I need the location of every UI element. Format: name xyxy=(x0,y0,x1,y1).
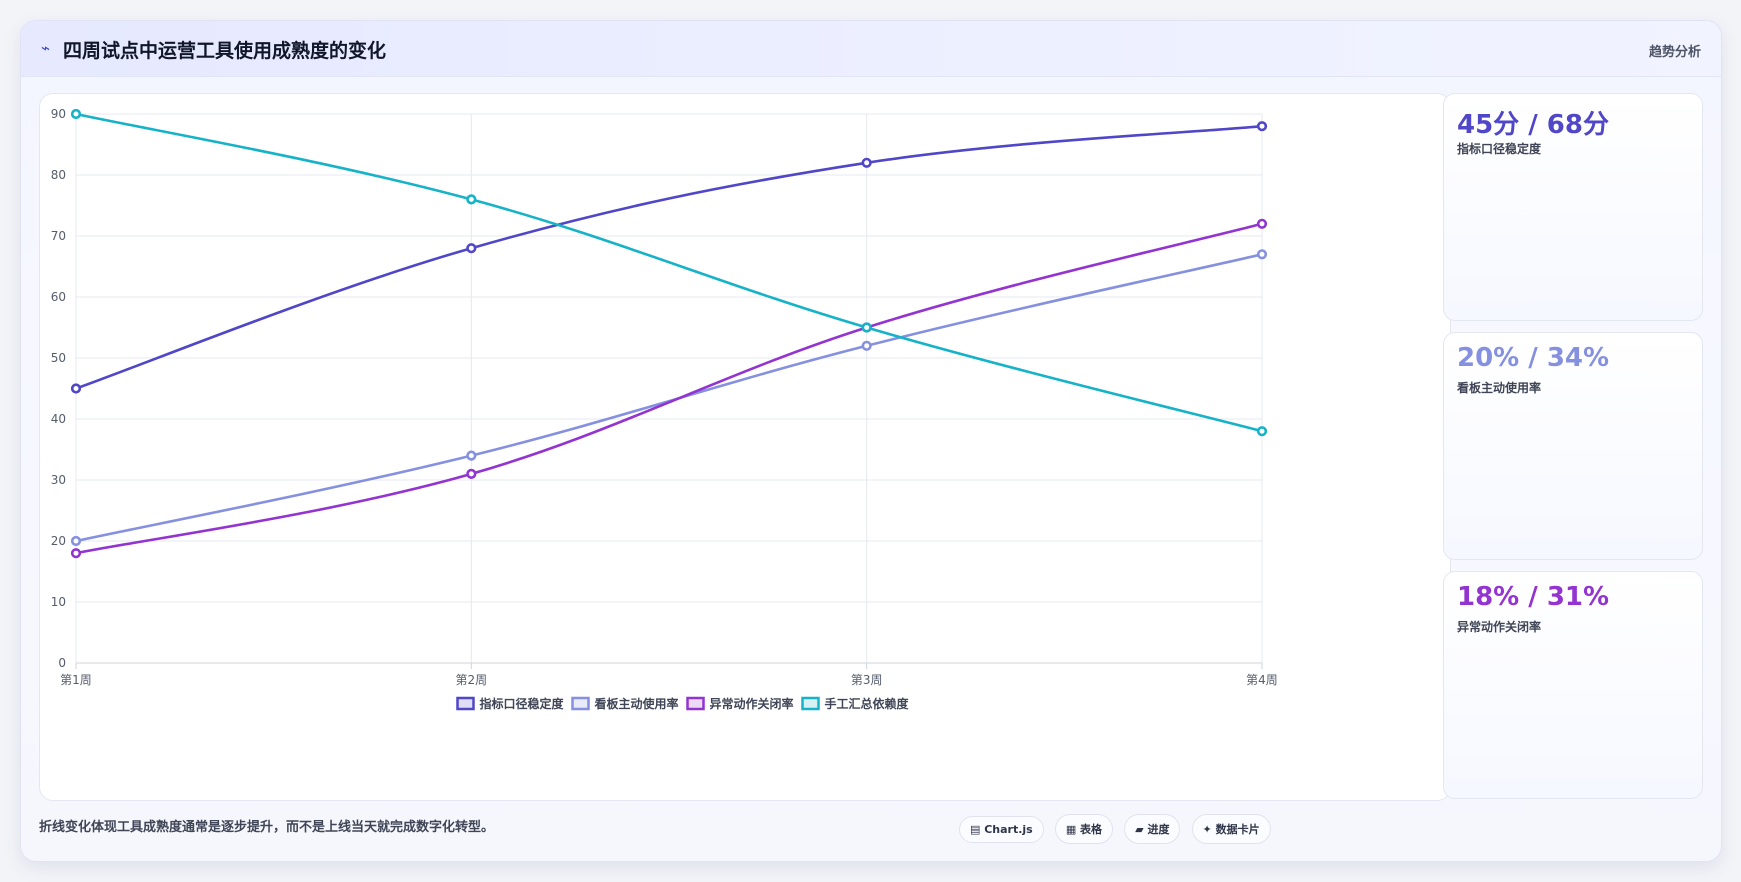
y-tick-label: 0 xyxy=(58,656,66,670)
trend-analysis-label[interactable]: 趋势分析 xyxy=(1648,45,1701,60)
card-header: ⌁ 四周试点中运营工具使用成熟度的变化 趋势分析 xyxy=(21,21,1721,77)
stat-value: 20% / 34% xyxy=(1457,343,1610,373)
data-point xyxy=(70,383,82,394)
y-tick-label: 90 xyxy=(51,107,66,121)
series-line xyxy=(75,222,1263,555)
page-title: 四周试点中运营工具使用成熟度的变化 xyxy=(63,40,387,62)
y-tick-label: 80 xyxy=(51,168,66,182)
y-tick-label: 40 xyxy=(51,412,66,426)
series-line xyxy=(75,112,1263,433)
data-point xyxy=(466,450,477,461)
chip-table[interactable]: ▦ 表格 xyxy=(1054,814,1114,844)
data-point xyxy=(861,157,872,168)
data-point xyxy=(466,243,477,254)
data-point xyxy=(1256,218,1268,229)
x-tick-label: 第3周 xyxy=(851,673,883,687)
chart-card: ⌁ 四周试点中运营工具使用成熟度的变化 趋势分析 0 10 20 30 40 50 60 70… xyxy=(20,20,1722,862)
data-point xyxy=(1256,121,1268,132)
stat-card-3: 18% / 31% 异常动作关闭率 xyxy=(1443,571,1703,799)
x-tick-label: 第4周 xyxy=(1246,673,1278,687)
legend-swatch xyxy=(801,696,820,711)
data-point xyxy=(861,340,872,351)
data-point xyxy=(70,535,82,547)
series-line xyxy=(75,124,1263,390)
legend-label: 指标口径稳定度 xyxy=(480,696,565,711)
trend-icon: ⌁ xyxy=(41,39,51,57)
legend-swatch xyxy=(571,696,590,711)
stat-label: 异常动作关闭率 xyxy=(1457,620,1542,634)
stat-label: 指标口径稳定度 xyxy=(1457,142,1542,156)
stat-label: 看板主动使用率 xyxy=(1457,381,1542,395)
data-point xyxy=(1256,249,1268,260)
x-tick-label: 第1周 xyxy=(60,673,92,687)
chip-progress[interactable]: ▰ 进度 xyxy=(1124,814,1181,844)
stat-value: 45分 / 68分 xyxy=(1457,110,1609,140)
stat-card-2: 20% / 34% 看板主动使用率 xyxy=(1443,332,1703,560)
data-point xyxy=(70,108,82,120)
data-point xyxy=(1256,426,1268,437)
y-tick-label: 70 xyxy=(51,229,66,243)
chart-footnote: 折线变化体现工具成熟度通常是逐步提升，而不是上线当天就完成数字化转型。 xyxy=(39,820,495,835)
data-point xyxy=(70,548,82,559)
y-tick-label: 10 xyxy=(51,595,66,609)
tech-chips: ▤ Chart.js ▦ 表格 ▰ 进度 ✦ 数据卡片 xyxy=(959,814,1277,844)
x-tick-label: 第2周 xyxy=(456,673,488,687)
stat-value: 18% / 31% xyxy=(1457,582,1610,612)
legend-label: 异常动作关闭率 xyxy=(710,696,794,711)
legend-swatch xyxy=(456,696,475,711)
legend-label: 看板主动使用率 xyxy=(595,696,679,711)
legend-label: 手工汇总依赖度 xyxy=(825,696,910,711)
data-point xyxy=(466,468,477,480)
chip-data-card[interactable]: ✦ 数据卡片 xyxy=(1191,814,1271,844)
y-tick-label: 60 xyxy=(51,290,66,304)
legend-swatch xyxy=(686,696,705,711)
y-tick-label: 30 xyxy=(51,473,66,487)
data-point xyxy=(466,194,477,205)
y-tick-label: 20 xyxy=(51,534,66,548)
data-point xyxy=(861,322,872,333)
stat-card-1: 45分 / 68分 指标口径稳定度 xyxy=(1443,93,1703,321)
y-tick-label: 50 xyxy=(51,351,66,365)
chart-panel: 0 10 20 30 40 50 60 70 80 90 第1周 第2周 第3周 第4周指标口径稳定度 看板… xyxy=(39,93,1451,801)
chip-chartjs[interactable]: ▤ Chart.js xyxy=(959,816,1044,843)
